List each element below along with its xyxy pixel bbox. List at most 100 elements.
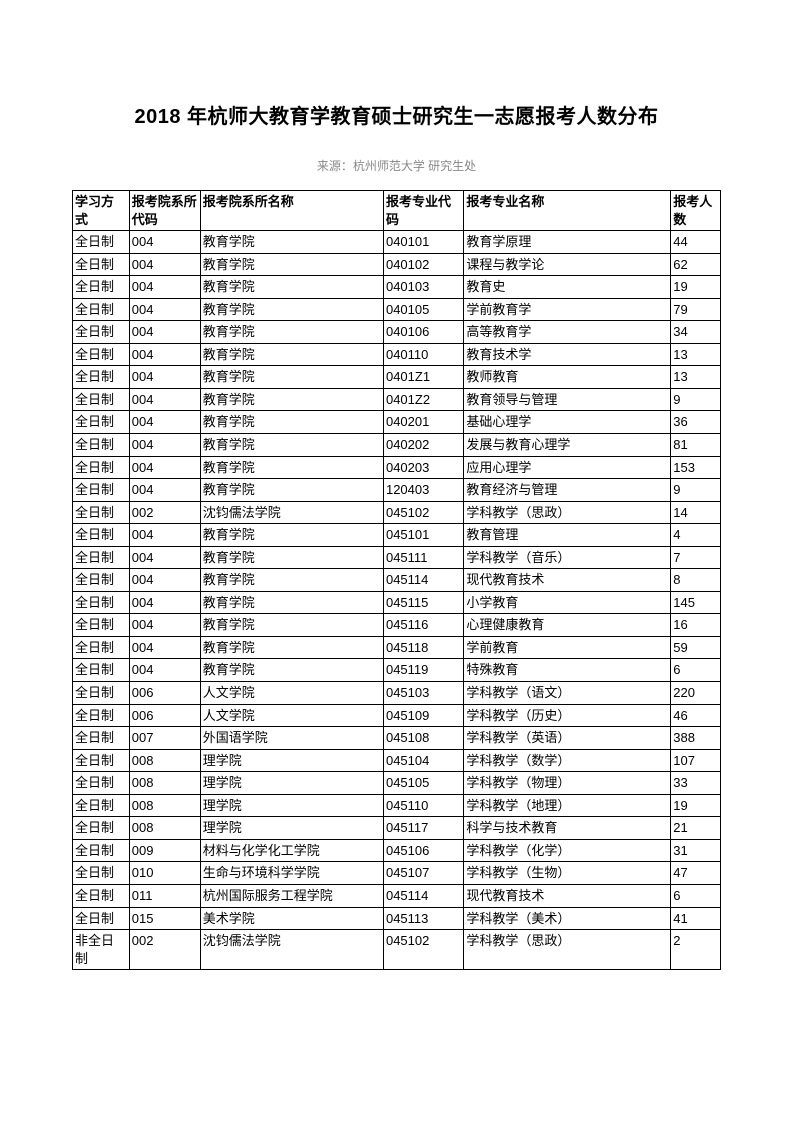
col-header-major-code: 报考专业代码: [383, 191, 463, 231]
table-row: 全日制008理学院045117科学与技术教育21: [73, 817, 721, 840]
table-cell: 2: [671, 930, 721, 970]
table-cell: 045114: [383, 884, 463, 907]
table-cell: 理学院: [200, 772, 383, 795]
table-row: 全日制008理学院045110学科教学（地理）19: [73, 794, 721, 817]
table-cell: 教育学院: [200, 276, 383, 299]
table-cell: 教育学院: [200, 343, 383, 366]
table-cell: 006: [129, 704, 200, 727]
table-cell: 009: [129, 839, 200, 862]
table-cell: 生命与环境科学学院: [200, 862, 383, 885]
table-cell: 杭州国际服务工程学院: [200, 884, 383, 907]
table-cell: 004: [129, 636, 200, 659]
table-cell: 16: [671, 614, 721, 637]
table-cell: 学科教学（英语）: [464, 727, 671, 750]
table-cell: 全日制: [73, 727, 130, 750]
table-cell: 045101: [383, 524, 463, 547]
table-cell: 045110: [383, 794, 463, 817]
table-row: 全日制004教育学院0401Z1教师教育13: [73, 366, 721, 389]
table-row: 全日制004教育学院045114现代教育技术8: [73, 569, 721, 592]
table-cell: 004: [129, 569, 200, 592]
table-row: 全日制004教育学院040203应用心理学153: [73, 456, 721, 479]
table-cell: 学前教育: [464, 636, 671, 659]
table-cell: 课程与教学论: [464, 253, 671, 276]
table-cell: 非全日制: [73, 930, 130, 970]
table-cell: 全日制: [73, 524, 130, 547]
table-cell: 44: [671, 231, 721, 254]
table-cell: 发展与教育心理学: [464, 434, 671, 457]
table-cell: 045119: [383, 659, 463, 682]
table-cell: 教育学院: [200, 298, 383, 321]
table-cell: 004: [129, 434, 200, 457]
table-cell: 004: [129, 366, 200, 389]
table-cell: 理学院: [200, 749, 383, 772]
table-cell: 沈钧儒法学院: [200, 501, 383, 524]
table-cell: 教育学院: [200, 366, 383, 389]
table-cell: 全日制: [73, 321, 130, 344]
table-row: 全日制004教育学院040102课程与教学论62: [73, 253, 721, 276]
table-cell: 045115: [383, 591, 463, 614]
table-cell: 基础心理学: [464, 411, 671, 434]
table-cell: 理学院: [200, 817, 383, 840]
table-row: 全日制004教育学院040103教育史19: [73, 276, 721, 299]
table-cell: 教育学院: [200, 253, 383, 276]
table-row: 全日制006人文学院045109学科教学（历史）46: [73, 704, 721, 727]
table-cell: 045113: [383, 907, 463, 930]
table-cell: 040101: [383, 231, 463, 254]
table-cell: 全日制: [73, 231, 130, 254]
col-header-dept-code: 报考院系所代码: [129, 191, 200, 231]
table-row: 全日制004教育学院045118学前教育59: [73, 636, 721, 659]
table-row: 全日制004教育学院040105学前教育学79: [73, 298, 721, 321]
table-cell: 全日制: [73, 682, 130, 705]
table-cell: 学科教学（思政）: [464, 501, 671, 524]
table-cell: 004: [129, 321, 200, 344]
table-cell: 教育学院: [200, 434, 383, 457]
table-row: 全日制004教育学院045119特殊教育6: [73, 659, 721, 682]
table-cell: 045102: [383, 930, 463, 970]
table-cell: 全日制: [73, 794, 130, 817]
table-cell: 107: [671, 749, 721, 772]
table-cell: 全日制: [73, 388, 130, 411]
table-cell: 004: [129, 456, 200, 479]
table-cell: 现代教育技术: [464, 569, 671, 592]
table-cell: 全日制: [73, 907, 130, 930]
table-cell: 全日制: [73, 862, 130, 885]
table-cell: 040110: [383, 343, 463, 366]
table-cell: 全日制: [73, 366, 130, 389]
table-row: 全日制006人文学院045103学科教学（语文）220: [73, 682, 721, 705]
table-cell: 040203: [383, 456, 463, 479]
table-row: 全日制004教育学院040202发展与教育心理学81: [73, 434, 721, 457]
table-cell: 全日制: [73, 253, 130, 276]
table-cell: 教育管理: [464, 524, 671, 547]
table-cell: 沈钧儒法学院: [200, 930, 383, 970]
table-cell: 79: [671, 298, 721, 321]
table-cell: 美术学院: [200, 907, 383, 930]
table-row: 全日制015美术学院045113学科教学（美术）41: [73, 907, 721, 930]
table-cell: 学科教学（地理）: [464, 794, 671, 817]
table-cell: 004: [129, 591, 200, 614]
table-row: 全日制004教育学院040101教育学原理44: [73, 231, 721, 254]
table-cell: 全日制: [73, 591, 130, 614]
table-cell: 人文学院: [200, 682, 383, 705]
table-cell: 材料与化学化工学院: [200, 839, 383, 862]
table-cell: 153: [671, 456, 721, 479]
table-header-row: 学习方式 报考院系所代码 报考院系所名称 报考专业代码 报考专业名称 报考人数: [73, 191, 721, 231]
table-cell: 045117: [383, 817, 463, 840]
table-row: 全日制008理学院045104学科教学（数学）107: [73, 749, 721, 772]
table-cell: 全日制: [73, 546, 130, 569]
table-cell: 33: [671, 772, 721, 795]
table-cell: 008: [129, 817, 200, 840]
table-cell: 040102: [383, 253, 463, 276]
table-cell: 全日制: [73, 298, 130, 321]
table-cell: 13: [671, 343, 721, 366]
table-cell: 学科教学（历史）: [464, 704, 671, 727]
table-cell: 全日制: [73, 569, 130, 592]
table-cell: 004: [129, 253, 200, 276]
table-cell: 高等教育学: [464, 321, 671, 344]
table-cell: 008: [129, 794, 200, 817]
table-cell: 全日制: [73, 817, 130, 840]
table-row: 全日制008理学院045105学科教学（物理）33: [73, 772, 721, 795]
table-cell: 0401Z2: [383, 388, 463, 411]
table-cell: 全日制: [73, 479, 130, 502]
table-cell: 045106: [383, 839, 463, 862]
table-row: 全日制004教育学院0401Z2教育领导与管理9: [73, 388, 721, 411]
